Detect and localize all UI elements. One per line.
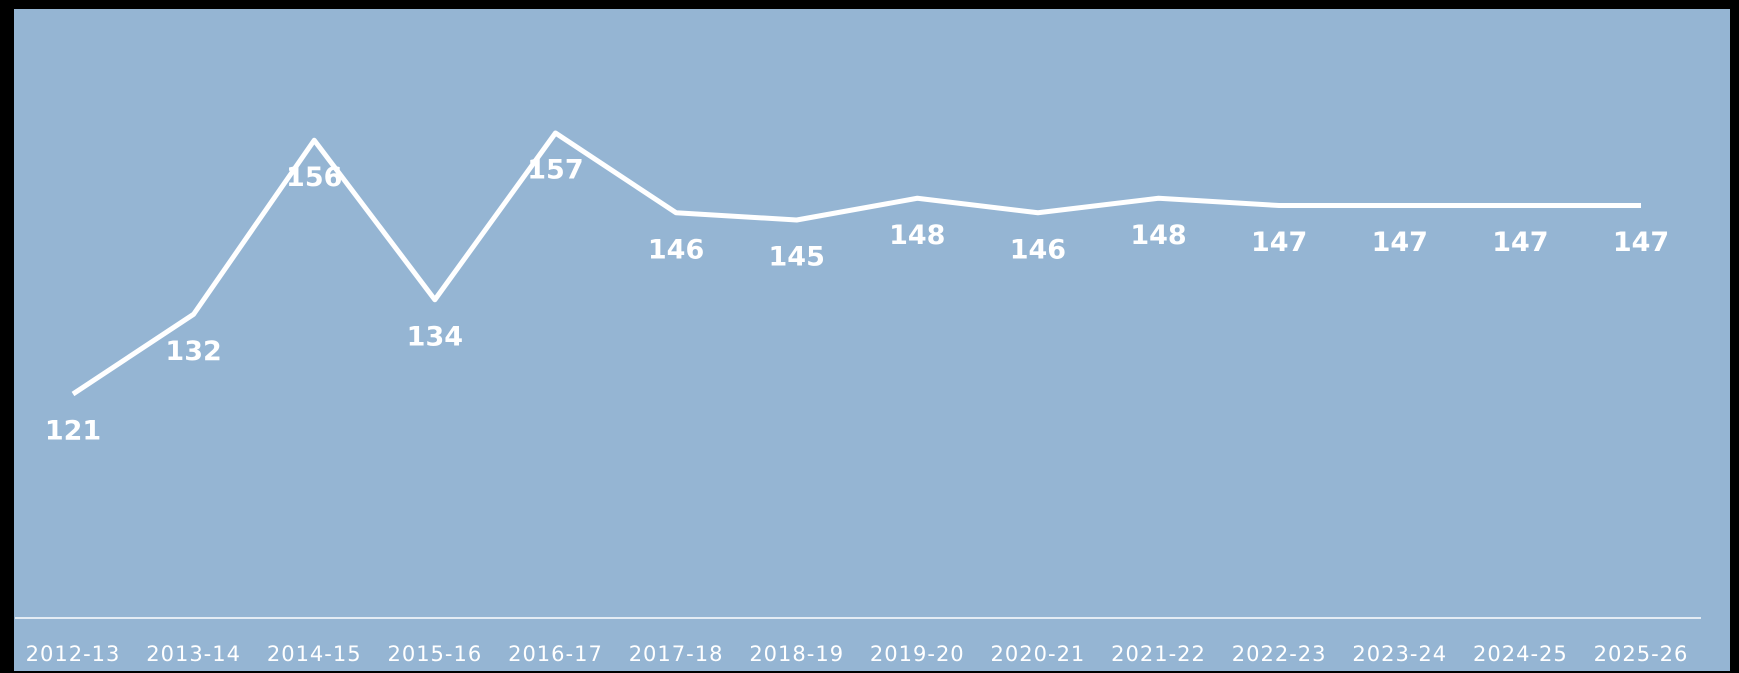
value-label: 146 [1010,234,1066,265]
x-tick-label: 2012-13 [26,642,121,666]
value-label: 132 [165,336,221,367]
value-label: 147 [1613,227,1669,258]
x-tick-label: 2018-19 [749,642,844,666]
value-label: 147 [1251,227,1307,258]
x-tick-label: 2017-18 [629,642,724,666]
line [71,130,1641,397]
value-label: 148 [1130,220,1186,251]
x-tick-label: 2015-16 [387,642,482,666]
plot-background [14,9,1730,671]
value-label: 146 [648,234,704,265]
x-tick-label: 2022-23 [1232,642,1327,666]
value-label: 147 [1492,227,1548,258]
x-tick-label: 2014-15 [267,642,362,666]
value-label: 121 [45,416,101,447]
x-tick-label: 2024-25 [1473,642,1568,666]
x-tick-label: 2021-22 [1111,642,1206,666]
value-label: 134 [407,321,463,352]
value-label: 147 [1372,227,1428,258]
x-tick-label: 2013-14 [146,642,241,666]
value-label: 157 [527,155,583,186]
value-label: 148 [889,220,945,251]
x-tick-label: 2020-21 [991,642,1086,666]
x-tick-label: 2016-17 [508,642,603,666]
x-tick-label: 2023-24 [1352,642,1447,666]
x-tick-label: 2025-26 [1594,642,1689,666]
x-tick-label: 2019-20 [870,642,965,666]
value-label: 156 [286,162,342,193]
value-label: 145 [769,242,825,273]
